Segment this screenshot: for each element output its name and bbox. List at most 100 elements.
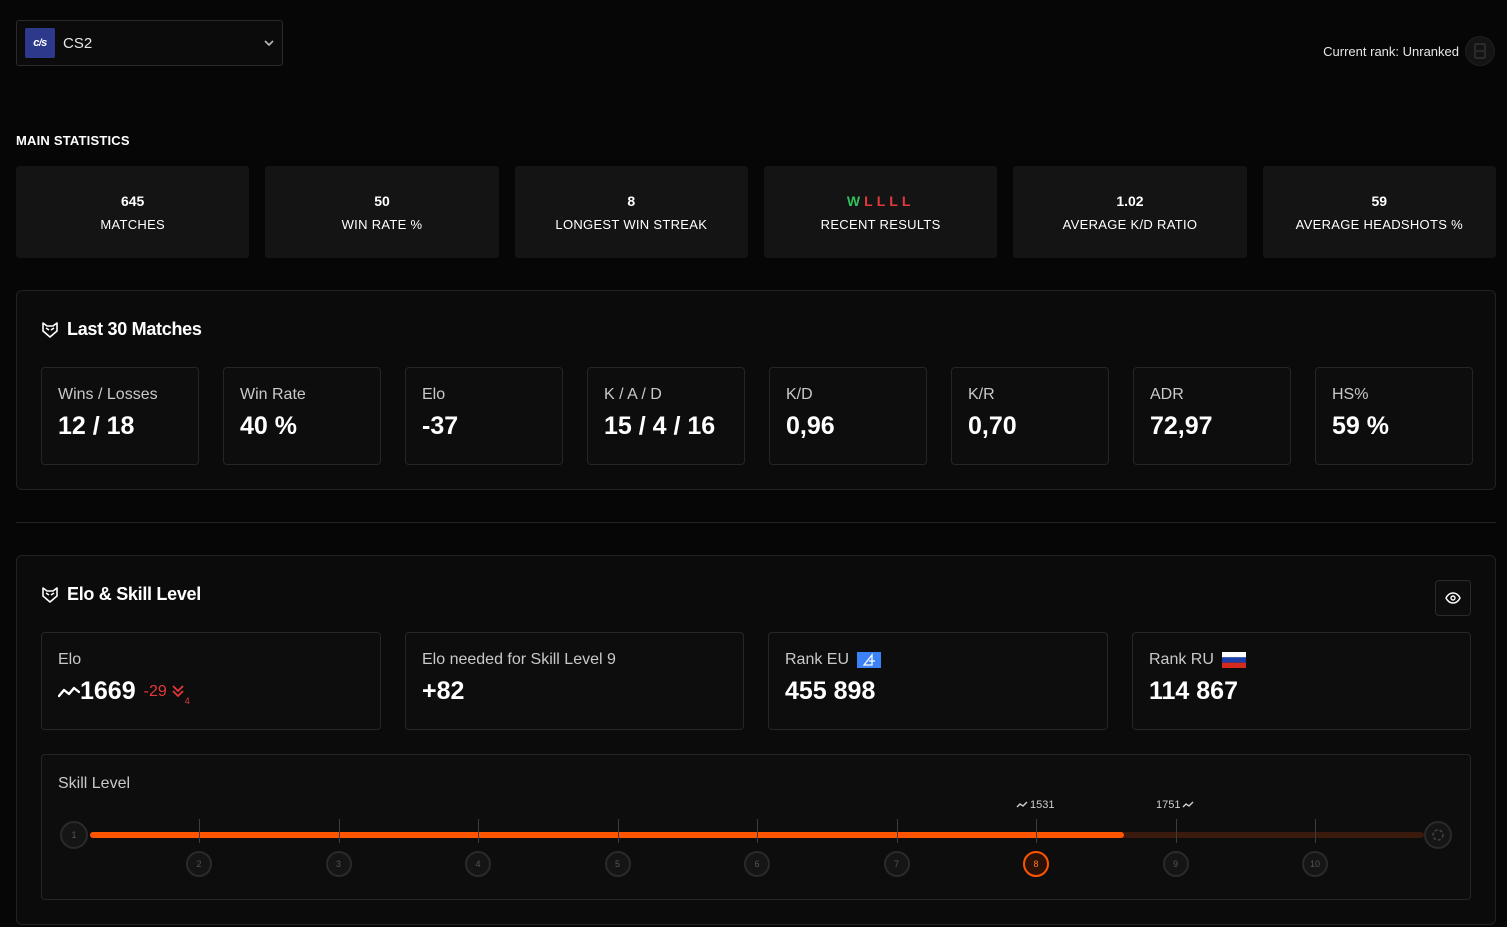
elo-skill-panel: Elo & Skill Level Elo 1669 -29 4 Elo nee… [16, 555, 1496, 925]
level-1-icon: 1 [60, 821, 88, 849]
result-win: W [846, 192, 865, 209]
current-rank-label: Current rank: Unranked [1323, 43, 1459, 59]
max-level-icon [1424, 821, 1452, 849]
level-3-icon: 3 [325, 851, 352, 877]
recent-results-row: WLLLL [847, 193, 914, 211]
card-label: K / A / D [604, 386, 662, 403]
cs2-logo-icon: c / s [25, 28, 55, 58]
upper-elo-value: 1751 [1156, 799, 1181, 811]
skill-tick [757, 819, 758, 843]
upper-elo-marker: 1751 [1156, 799, 1194, 811]
card-value: -37 [422, 412, 459, 440]
skill-tick [617, 819, 619, 843]
card-label: HS% [1332, 386, 1369, 403]
card-value: 12 / 18 [58, 412, 135, 440]
level-5-icon: 5 [604, 851, 631, 877]
level-2-icon: 2 [186, 851, 212, 877]
stat-value: 8 [627, 192, 636, 209]
skill-tick [1036, 819, 1037, 843]
level-8-icon: 8 [1023, 851, 1049, 877]
result-loss: L [876, 192, 890, 209]
card-label: ADR [1150, 386, 1184, 403]
skill-progress-fill [90, 832, 1124, 838]
card-elo: Elo -37 [405, 367, 563, 465]
game-selector[interactable]: c / s CS2 [16, 20, 283, 66]
card-label: K/D [786, 386, 813, 403]
chevrons-down-icon [172, 684, 184, 697]
skill-tick [896, 819, 898, 843]
card-label: Elo [422, 386, 446, 403]
current-rank: Current rank: Unranked [1323, 36, 1495, 66]
stat-value: 59 [1371, 192, 1388, 209]
last-30-title: Last 30 Matches [41, 319, 202, 340]
skill-tick [1315, 819, 1316, 843]
level-7-icon: 7 [883, 851, 910, 877]
stat-average-headshots: 59 AVERAGE HEADSHOTS % [1262, 166, 1496, 258]
stat-label: AVERAGE K/D RATIO [1062, 216, 1198, 232]
card-rank-ru: Rank RU 114 867 [1132, 632, 1471, 730]
card-value: 40 % [240, 412, 297, 440]
last-30-cards: Wins / Losses 12 / 18 Win Rate 40 % Elo … [41, 367, 1473, 465]
elo-skill-title: Elo & Skill Level [41, 584, 201, 605]
result-loss: L [901, 192, 915, 209]
skill-level-box: Skill Level 2 3 4 5 6 7 8 9 10 1 1531 1751 [41, 754, 1471, 900]
card-label: Elo [58, 651, 82, 668]
card-label: Elo needed for Skill Level 9 [422, 651, 616, 668]
stat-label: RECENT RESULTS [820, 216, 941, 232]
card-kd: K/D 0,96 [769, 367, 927, 465]
lower-elo-marker: 1531 [1016, 799, 1054, 811]
main-statistics: 645 MATCHES 50 WIN RATE % 8 LONGEST WIN … [16, 166, 1496, 258]
card-hs: HS% 59 % [1315, 367, 1473, 465]
last-30-matches-panel: Last 30 Matches Wins / Losses 12 / 18 Wi… [16, 290, 1496, 490]
card-value: 15 / 4 / 16 [604, 412, 716, 440]
card-label-row: Rank EU [785, 651, 1091, 669]
level-4-icon: 4 [465, 851, 491, 877]
elo-skill-title-text: Elo & Skill Level [67, 584, 201, 604]
stat-recent-results: WLLLL RECENT RESULTS [763, 166, 998, 258]
skill-tick [1175, 819, 1177, 843]
level-9-icon: 9 [1162, 851, 1189, 877]
level-10-icon: 10 [1302, 851, 1328, 877]
main-statistics-heading: MAIN STATISTICS [16, 133, 130, 148]
card-label: Wins / Losses [58, 386, 158, 403]
stat-label: AVERAGE HEADSHOTS % [1295, 216, 1463, 232]
lower-elo-value: 1531 [1030, 799, 1055, 811]
skill-tick [338, 819, 340, 843]
faceit-wolf-icon [42, 586, 58, 603]
card-value: 59 % [1332, 412, 1389, 440]
stat-value: 645 [120, 192, 145, 209]
elo-value-row: 1669 -29 4 [58, 677, 364, 706]
card-rank-eu: Rank EU 455 898 [768, 632, 1108, 730]
card-label: Rank EU [785, 651, 850, 668]
elo-trend-icon [58, 686, 80, 697]
russia-flag-icon [1222, 651, 1247, 668]
stat-value: 50 [374, 192, 390, 209]
card-elo-current: Elo 1669 -29 4 [41, 632, 381, 730]
stat-label: LONGEST WIN STREAK [555, 216, 708, 232]
elo-cards: Elo 1669 -29 4 Elo needed for Skill Leve… [41, 632, 1471, 730]
eye-icon [1445, 592, 1461, 604]
card-adr: ADR 72,97 [1133, 367, 1291, 465]
card-value: 72,97 [1150, 412, 1213, 440]
card-value: 1669 [80, 677, 136, 705]
level-6-icon: 6 [744, 851, 770, 877]
skill-tick [199, 819, 200, 843]
stat-win-rate: 50 WIN RATE % [265, 166, 499, 258]
chevron-down-icon [264, 40, 274, 47]
stat-label: MATCHES [100, 216, 166, 232]
toggle-visibility-button[interactable] [1435, 580, 1471, 616]
card-kr: K/R 0,70 [951, 367, 1109, 465]
rank-badge-icon [1465, 36, 1495, 66]
elo-trend-icon [1182, 801, 1194, 808]
card-wins-losses: Wins / Losses 12 / 18 [41, 367, 199, 465]
elo-delta-sub: 4 [184, 696, 190, 706]
stat-average-kd: 1.02 AVERAGE K/D RATIO [1013, 166, 1247, 258]
last-30-title-text: Last 30 Matches [67, 319, 202, 339]
faceit-wolf-icon [42, 321, 58, 338]
card-value: 114 867 [1149, 677, 1238, 705]
stat-value: 1.02 [1116, 192, 1144, 209]
section-divider [16, 522, 1496, 523]
card-label-row: Rank RU [1149, 651, 1454, 669]
card-elo-needed: Elo needed for Skill Level 9 +82 [405, 632, 744, 730]
game-name: CS2 [63, 34, 93, 52]
